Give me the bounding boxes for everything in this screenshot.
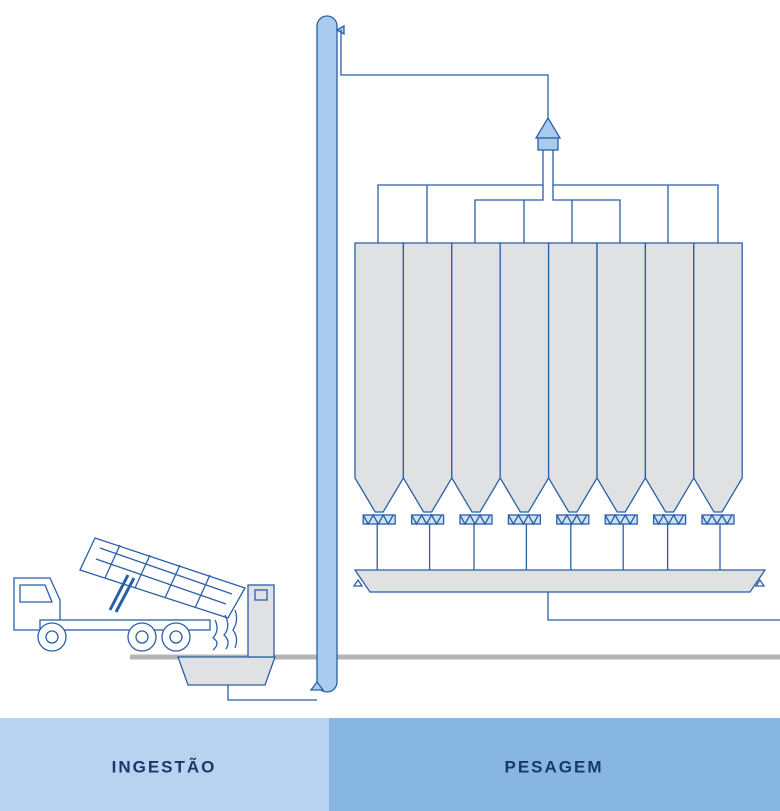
pipe	[340, 30, 549, 118]
distribution-pipes	[377, 150, 719, 243]
screw-detail	[556, 513, 588, 526]
section-label: INGESTÃO	[112, 756, 217, 776]
screw-detail	[604, 513, 636, 526]
silo	[354, 242, 405, 513]
layout	[13, 15, 780, 701]
screw-feeder	[362, 514, 396, 525]
outlet-pipe	[547, 592, 780, 621]
intake-filter	[247, 584, 275, 658]
ingestion-panel	[0, 718, 329, 811]
silo	[693, 242, 743, 513]
screw-detail	[411, 513, 443, 526]
screw-detail	[701, 513, 733, 526]
screw-feeder	[556, 514, 590, 525]
screw-feeder	[652, 514, 687, 525]
supports	[352, 578, 766, 587]
screw-feeder	[410, 514, 445, 525]
elevator-boot	[309, 680, 325, 691]
distributor	[534, 116, 562, 139]
weighing-panel	[329, 718, 780, 811]
silo	[596, 242, 647, 513]
screw-feeder	[507, 514, 542, 525]
silo	[547, 242, 598, 513]
screw-feeder	[459, 514, 493, 525]
screw-detail	[362, 513, 394, 526]
silo	[451, 242, 501, 513]
truck	[13, 537, 246, 652]
conveyor	[353, 569, 767, 593]
section-label: PESAGEM	[504, 757, 603, 776]
screw-feeder	[701, 514, 735, 525]
screw-detail	[653, 513, 685, 526]
elevator	[316, 15, 338, 693]
intake-pipe	[227, 685, 317, 701]
silo	[402, 242, 453, 513]
filter-detail	[254, 589, 268, 601]
silos	[354, 242, 743, 570]
screw-feeder	[604, 514, 638, 525]
screw-detail	[507, 513, 539, 526]
intake-hopper	[177, 656, 276, 686]
silo	[499, 242, 550, 513]
screw-detail	[459, 513, 491, 526]
distributor-body	[537, 137, 559, 151]
silo	[644, 242, 695, 513]
